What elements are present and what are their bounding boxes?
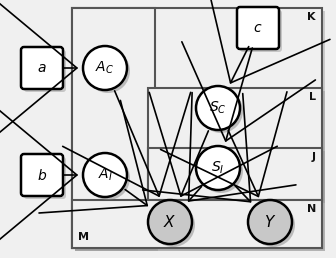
Text: $S_{I}$: $S_{I}$: [211, 160, 225, 176]
Bar: [75, 11, 158, 251]
Bar: [72, 8, 155, 248]
Text: $A_{I}$: $A_{I}$: [97, 167, 113, 183]
Circle shape: [83, 46, 127, 90]
Text: $S_{C}$: $S_{C}$: [209, 100, 227, 116]
Text: J: J: [312, 152, 316, 162]
Circle shape: [199, 149, 243, 193]
Text: $a$: $a$: [37, 61, 47, 75]
Circle shape: [148, 200, 192, 244]
Circle shape: [151, 203, 195, 247]
Text: M: M: [78, 232, 89, 242]
Bar: [148, 148, 322, 200]
Text: L: L: [309, 92, 316, 102]
FancyBboxPatch shape: [21, 47, 63, 89]
Text: $c$: $c$: [253, 21, 263, 35]
Bar: [75, 11, 325, 251]
Circle shape: [83, 153, 127, 197]
Text: $X$: $X$: [163, 214, 177, 230]
Circle shape: [251, 203, 295, 247]
Bar: [72, 200, 322, 248]
Circle shape: [248, 200, 292, 244]
FancyBboxPatch shape: [240, 10, 282, 52]
Text: $Y$: $Y$: [264, 214, 276, 230]
Text: $A_{C}$: $A_{C}$: [95, 60, 115, 76]
FancyBboxPatch shape: [237, 7, 279, 49]
Bar: [151, 91, 325, 203]
Circle shape: [196, 86, 240, 130]
Bar: [72, 8, 322, 248]
Circle shape: [86, 49, 130, 93]
Text: K: K: [307, 12, 316, 22]
Circle shape: [86, 156, 130, 200]
Bar: [75, 203, 325, 251]
Bar: [151, 151, 325, 203]
FancyBboxPatch shape: [21, 154, 63, 196]
Bar: [148, 88, 322, 200]
FancyBboxPatch shape: [24, 157, 66, 199]
FancyBboxPatch shape: [24, 50, 66, 92]
Circle shape: [196, 146, 240, 190]
Circle shape: [199, 89, 243, 133]
Text: $b$: $b$: [37, 167, 47, 182]
Text: N: N: [307, 204, 316, 214]
